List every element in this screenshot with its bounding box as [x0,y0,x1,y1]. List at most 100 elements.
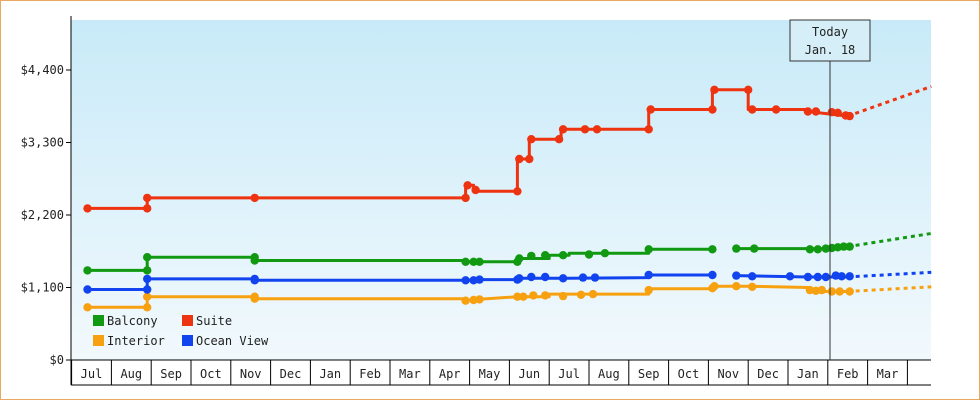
month-label: Feb [837,367,859,381]
data-point [541,272,550,282]
data-point [83,266,92,275]
month-label: May [479,367,501,381]
data-point [461,276,470,285]
data-point [588,289,598,299]
data-point [748,105,757,114]
data-point [83,285,92,294]
forecast-line [847,231,932,249]
data-point [845,272,854,281]
data-point [513,292,522,301]
data-point [541,251,550,260]
data-point [578,273,588,282]
data-point [558,291,568,301]
data-point [644,125,653,134]
data-point [644,245,653,254]
y-tick-label: $2,200 [21,208,64,222]
data-point [250,292,259,301]
data-point [785,272,795,281]
month-label: Jan [797,367,819,381]
series-interior [83,282,932,312]
y-tick-label: $4,400 [21,63,64,77]
data-point [813,245,822,254]
legend-swatch [182,315,193,326]
month-label: Sep [638,367,660,381]
data-point [143,253,152,262]
month-label: Jul [558,367,580,381]
data-point [558,274,568,283]
data-point [845,242,854,251]
month-label: Nov [717,367,739,381]
data-point [463,181,472,190]
data-point [748,272,757,281]
today-box [789,19,871,62]
data-point [143,292,152,301]
y-tick-label: $3,300 [21,136,64,150]
legend-label: Interior [107,334,165,348]
data-point [732,244,741,253]
month-label: Aug [598,367,620,381]
data-point [250,253,259,262]
month-label: Nov [240,367,262,381]
data-point [813,272,822,282]
data-point [748,282,757,291]
data-point [541,291,550,300]
data-point [803,107,813,116]
month-label: Jul [81,367,103,381]
data-point [83,204,92,213]
legend-swatch [93,315,104,326]
data-point [250,274,259,284]
legend-label: Balcony [107,314,158,328]
data-point [835,287,844,296]
today-marker: Today Jan. 18 [789,19,871,360]
data-point [143,285,152,294]
month-label: Oct [678,367,700,381]
month-label: Sep [160,367,182,381]
x-axis-months: Jul Aug Sep Oct Nov Dec Jan Feb Mar Apr May Jun Jul A… [71,359,931,386]
data-point [708,245,717,254]
month-label: Mar [399,367,421,381]
series-lines [83,85,932,312]
legend: Balcony Suite Interior Ocean View [93,314,269,348]
data-point [143,266,152,275]
data-point [811,107,821,116]
data-point [584,250,594,259]
data-point [771,105,781,114]
data-point [515,254,524,263]
month-label: Oct [200,367,222,381]
y-tick-label: $0 [50,353,64,367]
data-point [837,272,846,281]
month-label: Dec [280,367,302,381]
month-label: Jun [518,367,540,381]
data-point [519,292,528,301]
series-ocean-view [83,270,932,294]
data-point [525,154,534,164]
today-label: Today [812,25,848,39]
forecast-line [847,85,932,118]
data-point [732,282,741,291]
data-point [600,249,610,258]
data-point [644,285,653,295]
data-point [839,242,848,251]
legend-swatch [93,335,104,346]
data-point [576,290,586,299]
data-point [143,303,152,312]
data-point [708,105,717,114]
data-point [554,135,564,144]
data-point [461,257,470,266]
forecast-line [847,270,932,279]
data-point [590,273,600,282]
data-point [515,274,524,283]
data-point [710,282,719,291]
data-point [646,105,655,114]
data-point [558,125,568,134]
data-point [644,270,653,280]
data-point [475,275,484,284]
data-point [461,296,470,305]
data-point [744,85,753,95]
series-suite [83,85,932,213]
data-point [580,125,590,134]
data-point [475,257,484,266]
data-point [845,111,854,121]
data-point [143,193,152,203]
